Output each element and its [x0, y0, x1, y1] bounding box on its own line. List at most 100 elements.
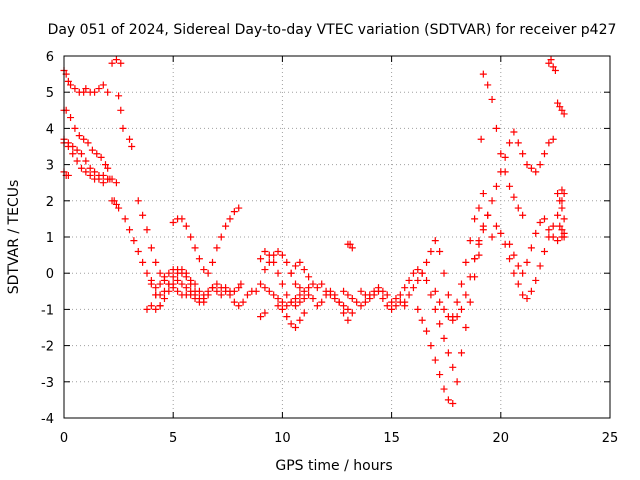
data-point: [479, 226, 487, 234]
data-point: [340, 309, 348, 317]
data-point: [497, 229, 505, 237]
data-point: [117, 59, 125, 67]
y-tick-label: 2: [46, 195, 54, 210]
data-point: [431, 356, 439, 364]
data-point: [479, 190, 487, 198]
data-point: [519, 291, 527, 299]
data-point: [466, 273, 474, 281]
data-point: [147, 244, 155, 252]
data-point: [82, 85, 90, 93]
data-point: [300, 295, 308, 303]
data-point: [296, 258, 304, 266]
y-tick-label: 1: [46, 231, 54, 246]
data-point: [383, 302, 391, 310]
data-point: [222, 222, 230, 230]
data-point: [182, 269, 190, 277]
data-point: [265, 287, 273, 295]
data-point: [108, 175, 116, 183]
data-point: [558, 204, 566, 212]
data-point: [73, 146, 81, 154]
data-point: [200, 266, 208, 274]
data-point: [86, 164, 94, 172]
data-point: [174, 276, 182, 284]
data-point: [97, 153, 105, 161]
data-point: [462, 324, 470, 331]
data-point: [510, 269, 518, 277]
data-point: [226, 215, 234, 223]
data-point: [414, 266, 422, 274]
data-point: [292, 262, 300, 270]
data-point: [427, 291, 435, 299]
data-point: [519, 269, 527, 277]
data-point: [409, 269, 417, 277]
data-point: [195, 298, 203, 306]
data-point: [497, 150, 505, 158]
data-point: [217, 291, 225, 299]
data-point: [492, 222, 500, 230]
data-point: [554, 237, 562, 245]
data-point: [492, 182, 500, 190]
data-point: [462, 258, 470, 266]
data-point: [431, 287, 439, 295]
data-point: [67, 81, 75, 89]
data-point: [195, 255, 203, 263]
data-point: [396, 291, 404, 299]
data-point: [379, 295, 387, 303]
data-point: [108, 59, 116, 67]
data-point: [130, 237, 138, 245]
data-point: [556, 103, 564, 111]
data-point: [195, 287, 203, 295]
data-point: [418, 269, 426, 277]
data-point: [69, 150, 77, 158]
data-point: [191, 280, 199, 288]
data-point: [313, 284, 321, 292]
data-point: [134, 197, 142, 205]
data-point: [514, 139, 522, 147]
data-point: [344, 305, 352, 313]
data-point: [346, 240, 354, 248]
y-tick-label: 0: [46, 267, 54, 282]
data-point: [313, 302, 321, 310]
data-point: [270, 291, 278, 299]
data-point: [488, 197, 496, 205]
data-point: [75, 132, 83, 140]
data-point: [112, 179, 120, 187]
data-points: [60, 56, 568, 408]
data-point: [370, 291, 378, 299]
data-point: [156, 280, 164, 288]
data-point: [388, 305, 396, 313]
data-point: [383, 291, 391, 299]
data-point: [296, 316, 304, 324]
data-point: [119, 124, 127, 132]
data-point: [64, 77, 72, 85]
data-point: [71, 124, 79, 132]
data-point: [283, 258, 291, 266]
data-point: [187, 287, 195, 295]
data-point: [335, 298, 343, 306]
data-point: [292, 324, 300, 331]
data-point: [147, 302, 155, 310]
data-point: [226, 287, 234, 295]
data-point: [274, 302, 282, 310]
x-tick-label: 20: [493, 431, 510, 446]
data-point: [506, 255, 514, 263]
data-point: [230, 208, 238, 216]
data-point: [436, 371, 444, 379]
data-point: [540, 150, 548, 158]
data-point: [436, 298, 444, 306]
data-point: [484, 81, 492, 89]
data-point: [361, 298, 369, 306]
data-point: [357, 302, 365, 310]
data-point: [165, 269, 173, 277]
data-point: [71, 85, 79, 93]
data-point: [278, 298, 286, 306]
y-tick-label: -3: [41, 376, 54, 391]
data-point: [506, 139, 514, 147]
data-point: [222, 284, 230, 292]
data-point: [143, 269, 151, 277]
data-point: [108, 197, 116, 205]
data-point: [405, 291, 413, 299]
y-tick-label: -4: [41, 412, 54, 427]
data-point: [423, 276, 431, 284]
